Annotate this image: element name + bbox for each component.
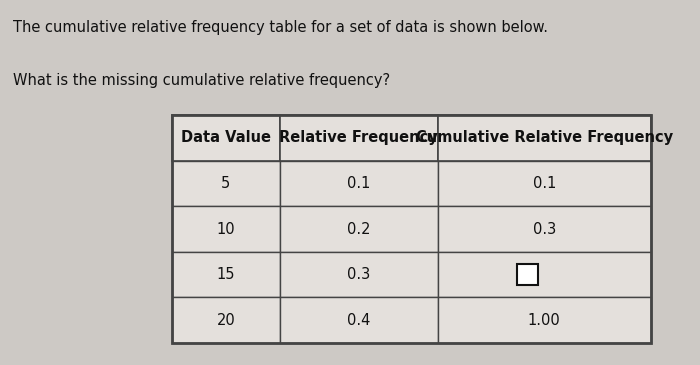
- Bar: [438, 297, 651, 343]
- Bar: [438, 252, 651, 297]
- Text: Cumulative Relative Frequency: Cumulative Relative Frequency: [416, 130, 673, 145]
- Text: 5: 5: [221, 176, 230, 191]
- Text: The cumulative relative frequency table for a set of data is shown below.: The cumulative relative frequency table …: [13, 20, 547, 35]
- Bar: [172, 115, 280, 161]
- Text: Relative Frequency: Relative Frequency: [279, 130, 438, 145]
- Text: 0.4: 0.4: [347, 313, 370, 328]
- Bar: [280, 252, 438, 297]
- Text: 0.3: 0.3: [533, 222, 556, 237]
- Text: 15: 15: [216, 267, 235, 282]
- Text: 1.00: 1.00: [528, 313, 561, 328]
- Bar: [280, 206, 438, 252]
- Text: Data Value: Data Value: [181, 130, 271, 145]
- Text: What is the missing cumulative relative frequency?: What is the missing cumulative relative …: [13, 73, 390, 88]
- Bar: [438, 206, 651, 252]
- Text: 0.1: 0.1: [347, 176, 370, 191]
- Bar: [172, 115, 651, 343]
- Bar: [172, 161, 280, 206]
- Text: 10: 10: [216, 222, 235, 237]
- Bar: [280, 115, 438, 161]
- Bar: [438, 161, 651, 206]
- Text: 20: 20: [216, 313, 235, 328]
- Text: 0.2: 0.2: [347, 222, 370, 237]
- Bar: [438, 115, 651, 161]
- Bar: [172, 206, 280, 252]
- Bar: [172, 252, 280, 297]
- Bar: [280, 161, 438, 206]
- Bar: [172, 297, 280, 343]
- Text: 0.1: 0.1: [533, 176, 556, 191]
- Text: 0.3: 0.3: [347, 267, 370, 282]
- Bar: [517, 264, 538, 285]
- Bar: [280, 297, 438, 343]
